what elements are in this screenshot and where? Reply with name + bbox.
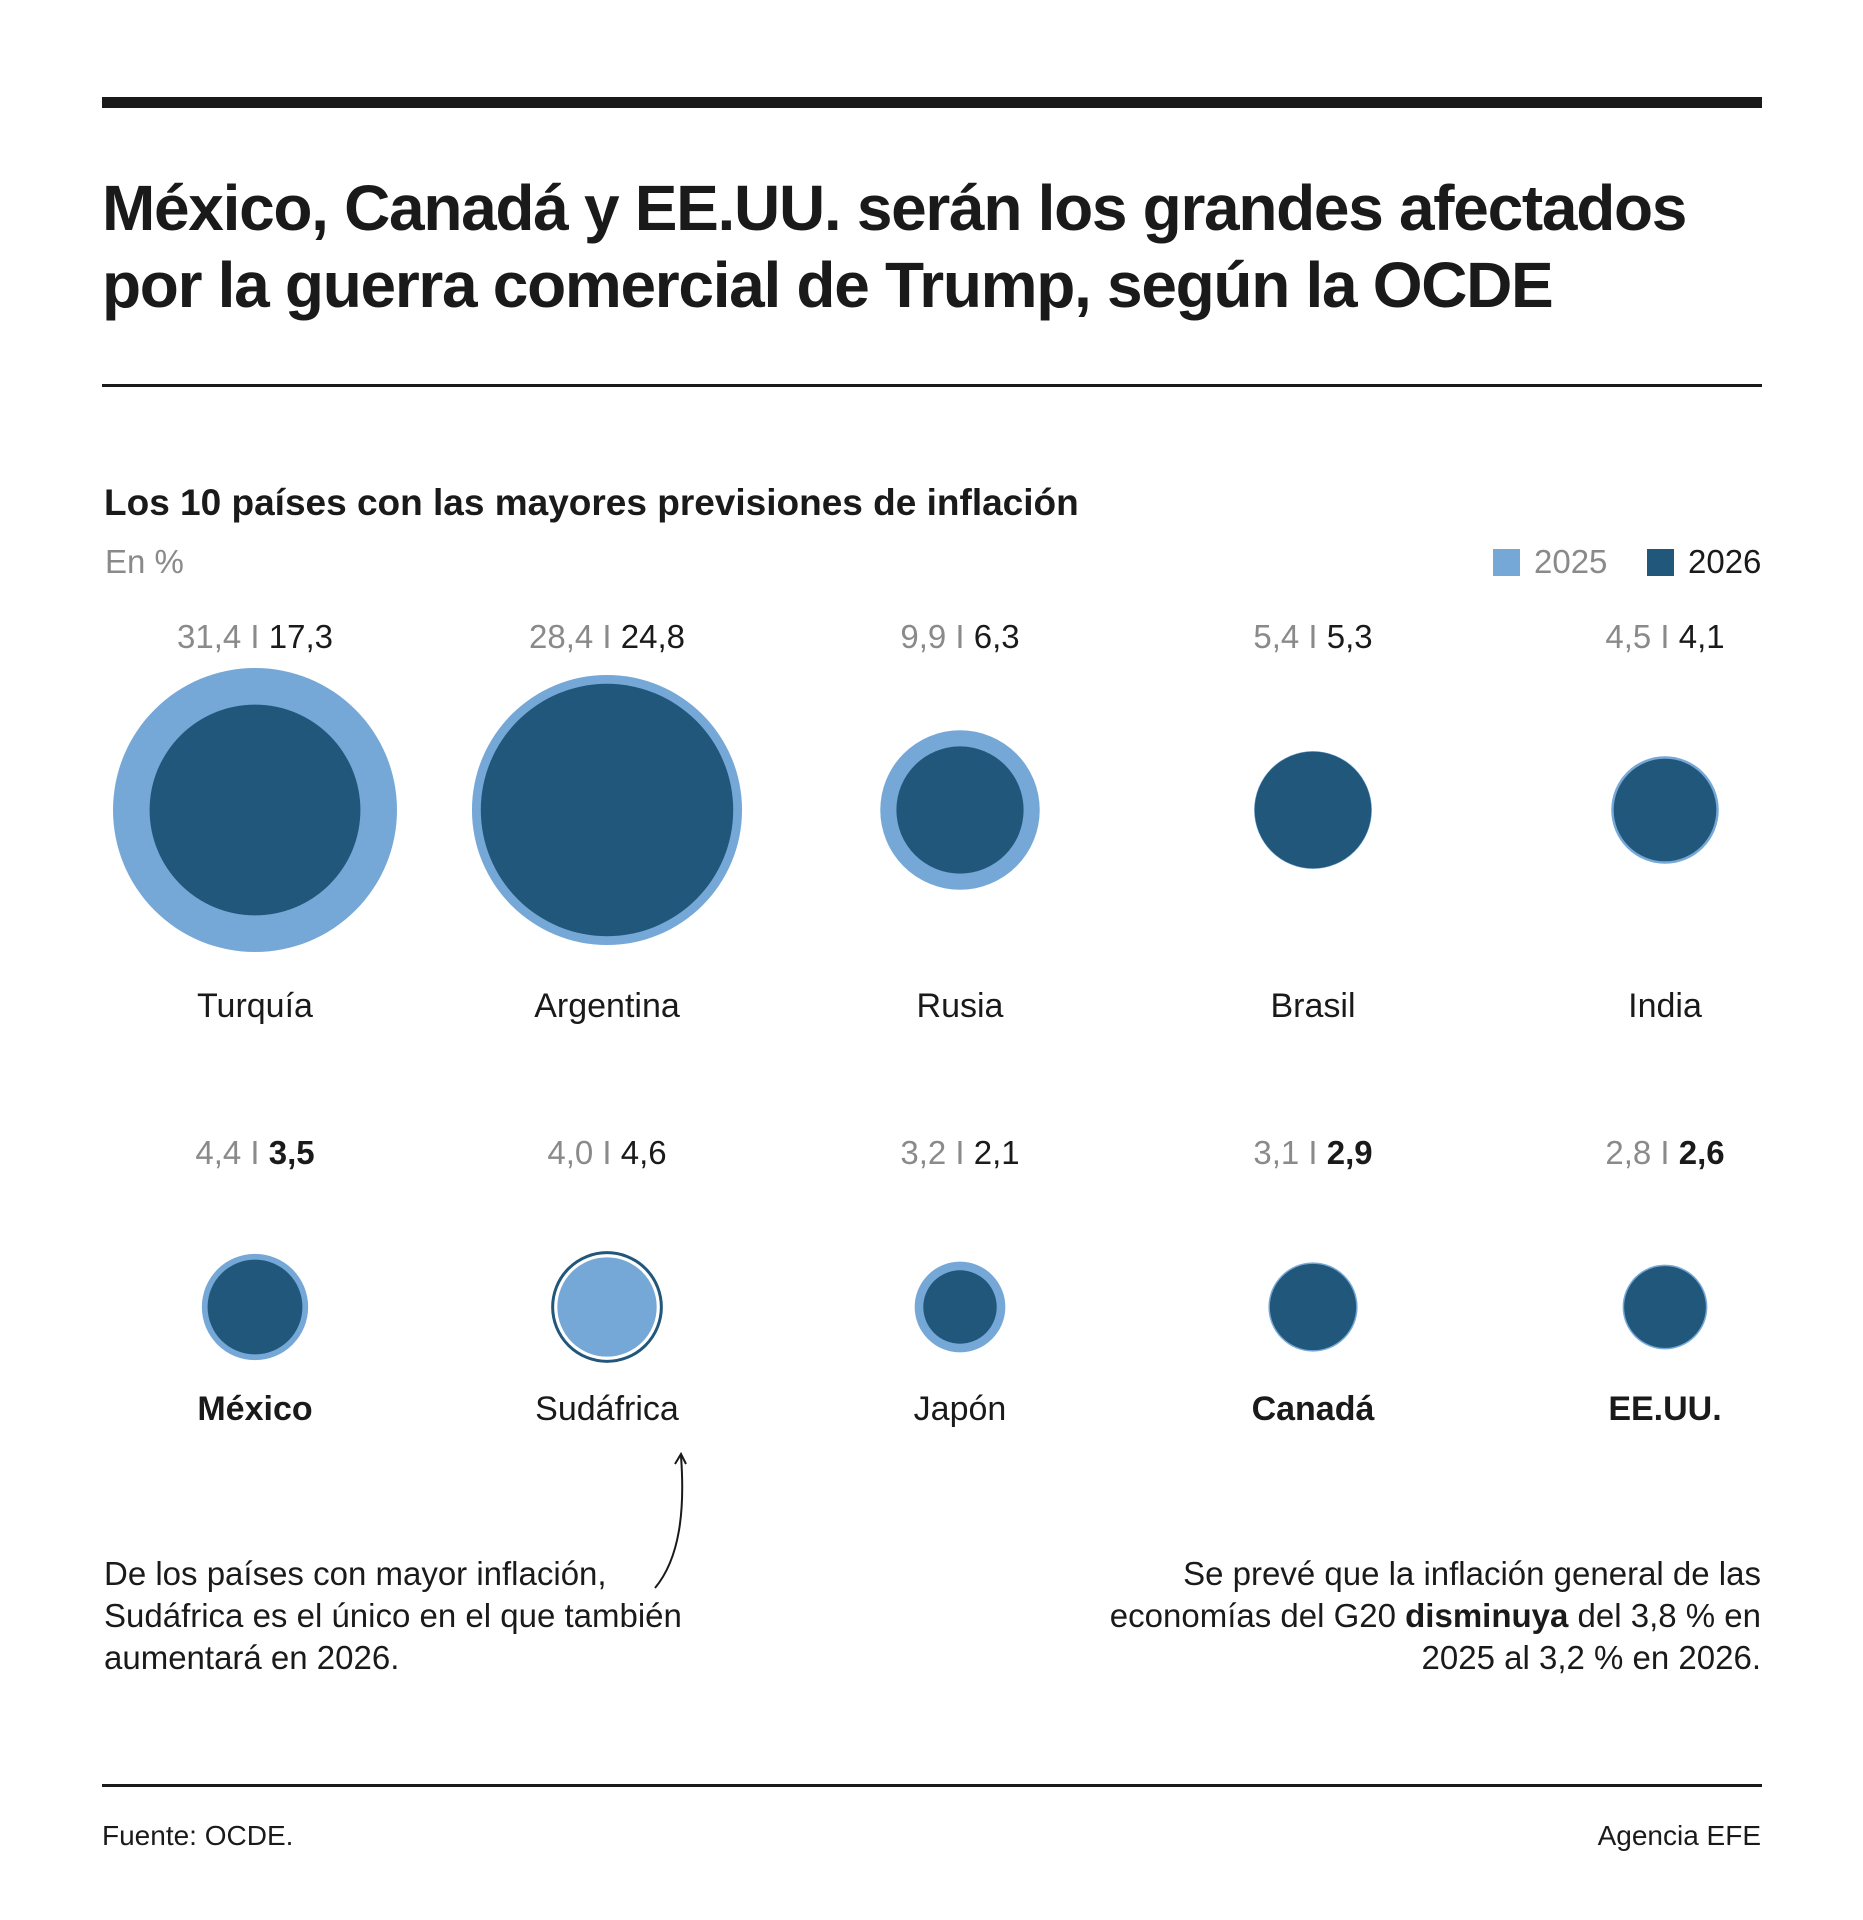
value-label: 9,9 I 6,3 — [900, 618, 1019, 655]
country-name: EE.UU. — [1608, 1390, 1721, 1428]
country-8: 3,1 I 2,9 Canadá — [1252, 1134, 1375, 1428]
country-0: 31,4 I 17,3 Turquía — [113, 618, 397, 1025]
value-label: 28,4 I 24,8 — [529, 618, 685, 655]
country-2: 9,9 I 6,3 Rusia — [880, 618, 1040, 1025]
value-2026: 2,9 — [1327, 1134, 1373, 1171]
value-2025: 28,4 — [529, 618, 593, 655]
value-2025: 5,4 — [1253, 618, 1299, 655]
value-2025: 3,2 — [900, 1134, 946, 1171]
country-4: 4,5 I 4,1 India — [1605, 618, 1724, 1025]
annotation-arrow — [654, 1451, 687, 1589]
value-label: 2,8 I 2,6 — [1605, 1134, 1724, 1171]
top-rule — [102, 97, 1762, 108]
value-2026: 4,6 — [621, 1134, 667, 1171]
value-2026: 6,3 — [974, 618, 1020, 655]
footer-rule — [102, 1784, 1762, 1787]
value-label: 5,4 I 5,3 — [1253, 618, 1372, 655]
country-name: India — [1628, 987, 1702, 1025]
value-label: 31,4 I 17,3 — [177, 618, 333, 655]
country-name: Argentina — [534, 987, 680, 1025]
value-2025: 9,9 — [900, 618, 946, 655]
value-separator: I — [593, 1134, 621, 1171]
unit-label: En % — [105, 543, 184, 580]
country-name: Brasil — [1270, 987, 1355, 1025]
country-name: Turquía — [197, 987, 313, 1025]
note-g20-text-1: Se prevé que la inflación general de las… — [1109, 1555, 1761, 1634]
value-2025: 2,8 — [1605, 1134, 1651, 1171]
value-separator: I — [593, 618, 621, 655]
note-g20: Se prevé que la inflación general de las… — [1061, 1553, 1761, 1679]
legend-label-2026: 2026 — [1688, 543, 1762, 580]
country-1: 28,4 I 24,8 Argentina — [471, 618, 743, 1025]
value-separator: I — [1299, 1134, 1327, 1171]
headline: México, Canadá y EE.UU. serán los grande… — [102, 172, 1687, 321]
value-2026: 2,6 — [1679, 1134, 1725, 1171]
legend-swatch-2026 — [1647, 548, 1674, 576]
source-note: Fuente: OCDE. — [102, 1820, 294, 1851]
bubble-2026 — [1613, 758, 1717, 862]
value-2025: 4,4 — [195, 1134, 241, 1171]
value-2026: 17,3 — [269, 618, 333, 655]
value-label: 3,2 I 2,1 — [900, 1134, 1019, 1171]
value-label: 4,0 I 4,6 — [547, 1134, 666, 1171]
value-2026: 4,1 — [1679, 618, 1725, 655]
value-2025: 4,0 — [547, 1134, 593, 1171]
value-2026: 24,8 — [621, 618, 685, 655]
value-2026: 5,3 — [1327, 618, 1373, 655]
country-name: Canadá — [1252, 1390, 1375, 1428]
value-2026: 3,5 — [269, 1134, 315, 1171]
legend-swatch-2025 — [1493, 548, 1520, 576]
country-name: México — [197, 1390, 312, 1428]
bubble-2026 — [1269, 1263, 1357, 1351]
note-south-africa: De los países con mayor inflación, Sudáf… — [104, 1555, 682, 1676]
country-name: Japón — [914, 1390, 1007, 1428]
note-g20-bold: disminuya — [1405, 1597, 1569, 1634]
bubble-chart: 31,4 I 17,3 Turquía 28,4 I 24,8 Argentina 9,… — [113, 618, 1725, 1428]
agency-credit: Agencia EFE — [1597, 1820, 1761, 1851]
note-g20-text-2: del 3,8 % en 2025 al 3,2 % en 2026. — [1421, 1597, 1761, 1676]
country-9: 2,8 I 2,6 EE.UU. — [1605, 1134, 1724, 1428]
country-3: 5,4 I 5,3 Brasil — [1253, 618, 1372, 1025]
value-separator: I — [946, 1134, 974, 1171]
bubble-2026 — [923, 1270, 997, 1344]
bubble-2026 — [896, 746, 1024, 874]
value-label: 4,4 I 3,5 — [195, 1134, 314, 1171]
value-separator: I — [1651, 1134, 1679, 1171]
value-label: 4,5 I 4,1 — [1605, 618, 1724, 655]
legend-item-2025: 2025 — [1493, 543, 1607, 581]
chart-subtitle: Los 10 países con las mayores previsione… — [104, 482, 1079, 523]
country-6: 4,0 I 4,6 Sudáfrica — [535, 1134, 679, 1428]
legend-item-2026: 2026 — [1647, 543, 1761, 581]
bubble-2026 — [551, 1251, 663, 1363]
value-separator: I — [241, 1134, 269, 1171]
legend-label-2025: 2025 — [1534, 543, 1608, 580]
value-2025: 31,4 — [177, 618, 241, 655]
value-2026: 2,1 — [974, 1134, 1020, 1171]
country-name: Sudáfrica — [535, 1390, 679, 1428]
country-name: Rusia — [917, 987, 1004, 1025]
bubble-2026 — [480, 683, 734, 937]
bubble-2026 — [1254, 751, 1372, 869]
value-separator: I — [1299, 618, 1327, 655]
bubble-2026 — [207, 1259, 303, 1355]
country-7: 3,2 I 2,1 Japón — [900, 1134, 1019, 1428]
value-2025: 4,5 — [1605, 618, 1651, 655]
bubble-2026 — [149, 704, 361, 916]
bubble-2025 — [557, 1257, 657, 1357]
value-separator: I — [946, 618, 974, 655]
value-label: 3,1 I 2,9 — [1253, 1134, 1372, 1171]
value-2025: 3,1 — [1253, 1134, 1299, 1171]
value-separator: I — [241, 618, 269, 655]
value-separator: I — [1651, 618, 1679, 655]
title-divider — [102, 384, 1762, 387]
country-5: 4,4 I 3,5 México — [195, 1134, 314, 1428]
bubble-2026 — [1624, 1266, 1706, 1348]
